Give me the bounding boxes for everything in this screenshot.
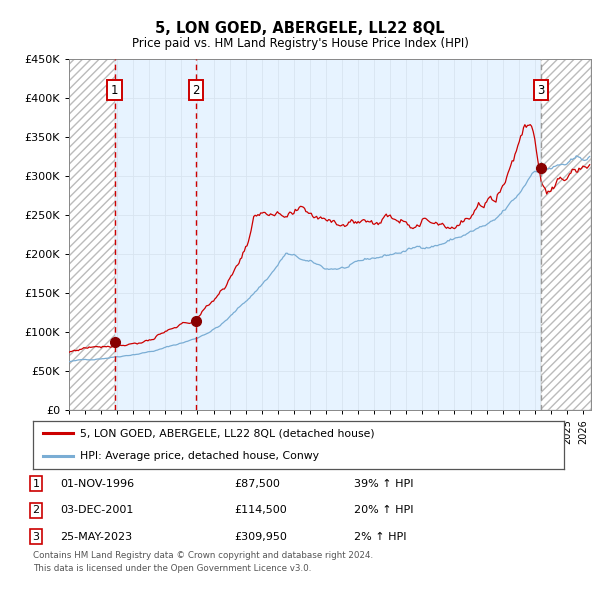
Bar [69, 59, 115, 410]
Text: 01-NOV-1996: 01-NOV-1996 [60, 479, 134, 489]
Bar [196, 59, 541, 410]
Text: 1: 1 [32, 479, 40, 489]
Text: Contains HM Land Registry data © Crown copyright and database right 2024.: Contains HM Land Registry data © Crown c… [33, 552, 373, 560]
Bar [541, 59, 591, 410]
Text: 3: 3 [32, 532, 40, 542]
Text: 2: 2 [193, 84, 200, 97]
Text: 39% ↑ HPI: 39% ↑ HPI [354, 479, 413, 489]
Text: 5, LON GOED, ABERGELE, LL22 8QL (detached house): 5, LON GOED, ABERGELE, LL22 8QL (detache… [80, 428, 374, 438]
Text: 25-MAY-2023: 25-MAY-2023 [60, 532, 132, 542]
Text: £114,500: £114,500 [234, 506, 287, 515]
Text: This data is licensed under the Open Government Licence v3.0.: This data is licensed under the Open Gov… [33, 565, 311, 573]
Text: 20% ↑ HPI: 20% ↑ HPI [354, 506, 413, 515]
Text: Price paid vs. HM Land Registry's House Price Index (HPI): Price paid vs. HM Land Registry's House … [131, 37, 469, 50]
Text: 3: 3 [538, 84, 545, 97]
Text: 1: 1 [111, 84, 118, 97]
Bar [115, 59, 196, 410]
Text: £87,500: £87,500 [234, 479, 280, 489]
Text: 03-DEC-2001: 03-DEC-2001 [60, 506, 133, 515]
Text: 2% ↑ HPI: 2% ↑ HPI [354, 532, 407, 542]
Text: £309,950: £309,950 [234, 532, 287, 542]
Text: HPI: Average price, detached house, Conwy: HPI: Average price, detached house, Conw… [80, 451, 319, 461]
Text: 2: 2 [32, 506, 40, 515]
Text: 5, LON GOED, ABERGELE, LL22 8QL: 5, LON GOED, ABERGELE, LL22 8QL [155, 21, 445, 35]
